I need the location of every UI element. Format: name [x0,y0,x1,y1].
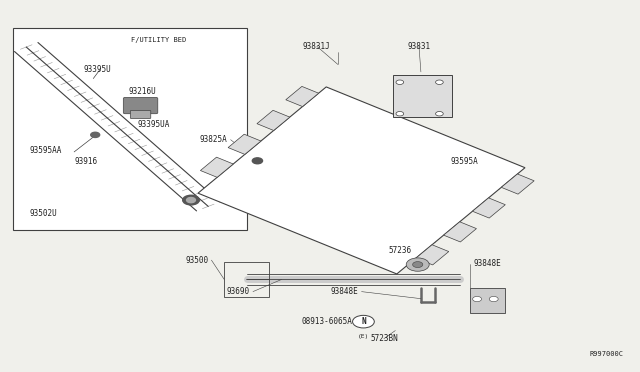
Circle shape [472,296,481,302]
Circle shape [186,198,195,203]
Circle shape [406,258,429,271]
Bar [470,288,505,313]
FancyBboxPatch shape [131,110,151,119]
Text: 93848E: 93848E [473,259,501,268]
Circle shape [413,262,423,267]
Circle shape [396,80,404,84]
Circle shape [396,112,404,116]
Text: 93500: 93500 [185,256,208,264]
Polygon shape [228,134,261,154]
Polygon shape [444,222,476,242]
Text: 08913-6065A: 08913-6065A [301,317,352,326]
Text: 93831J: 93831J [303,42,331,51]
Text: 93595AA: 93595AA [29,146,62,155]
Polygon shape [200,157,233,177]
Bar [13,29,246,231]
Bar [394,75,452,118]
Text: 93825A: 93825A [200,135,227,144]
Text: 93831: 93831 [408,42,431,51]
Circle shape [489,296,498,302]
Polygon shape [501,174,534,194]
Text: R997000C: R997000C [589,351,623,357]
Polygon shape [416,245,449,265]
Text: (E): (E) [358,334,369,339]
Circle shape [182,195,199,205]
FancyBboxPatch shape [124,97,158,114]
Text: 93690: 93690 [227,287,250,296]
Polygon shape [286,86,319,106]
Polygon shape [472,198,506,218]
Text: 93216U: 93216U [129,87,156,96]
Text: 93395UA: 93395UA [138,121,170,129]
Circle shape [91,132,100,137]
Text: 5723BN: 5723BN [370,334,397,343]
Bar [224,262,269,297]
Text: 93395U: 93395U [84,65,111,74]
Polygon shape [257,110,290,131]
Text: 93916: 93916 [74,157,97,166]
Circle shape [436,80,444,84]
Text: 93595A: 93595A [451,157,479,166]
Text: 93502U: 93502U [29,209,57,218]
Text: 57236: 57236 [388,246,412,255]
Text: 93848E: 93848E [331,287,358,296]
Circle shape [436,112,444,116]
Circle shape [353,315,374,328]
Polygon shape [198,87,525,274]
Text: N: N [361,317,365,326]
Text: F/UTILITY BED: F/UTILITY BED [131,36,186,43]
Circle shape [252,158,262,164]
